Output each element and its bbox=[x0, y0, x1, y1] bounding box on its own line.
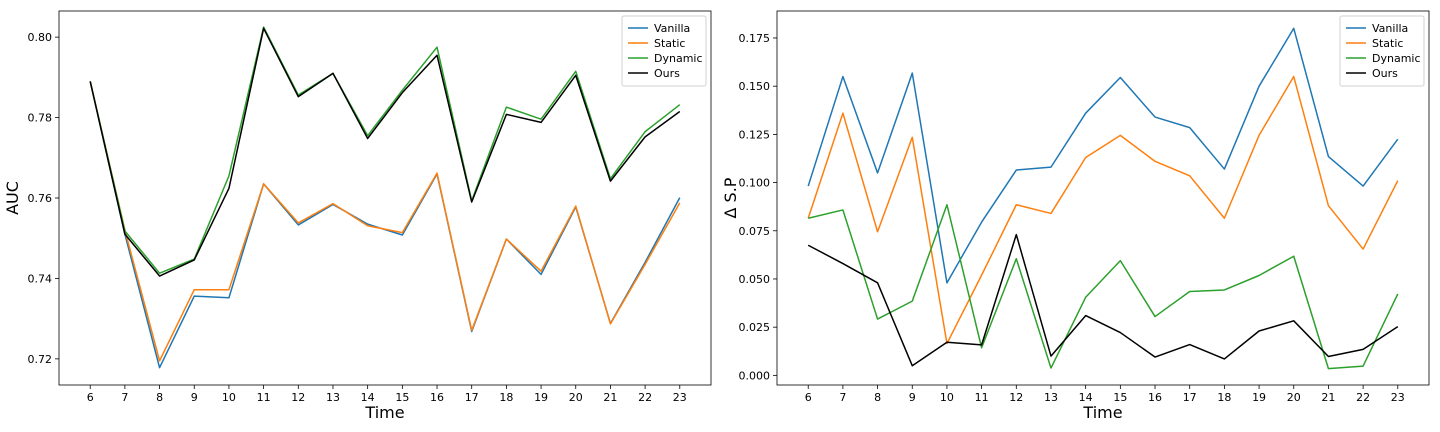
y-tick-label: 0.075 bbox=[739, 225, 771, 238]
y-tick-label: 0.125 bbox=[739, 128, 771, 141]
x-tick-label: 10 bbox=[940, 391, 954, 404]
y-tick-label: 0.000 bbox=[739, 369, 771, 382]
legend: Vanilla Static Dynamic Ours bbox=[621, 15, 707, 87]
x-axis-label: Time bbox=[1082, 403, 1122, 422]
y-tick-label: 0.175 bbox=[739, 32, 771, 45]
x-tick-label: 8 bbox=[156, 391, 163, 404]
x-tick-label: 13 bbox=[326, 391, 340, 404]
x-tick-label: 6 bbox=[805, 391, 812, 404]
chart-panel-2: 6 7 8 9 10 11 12 13 14 15 16 17 18 19 20 21 22 23 0.000 0.0… bbox=[721, 10, 1430, 422]
series-line-ours bbox=[807, 233, 1399, 367]
x-tick-label: 17 bbox=[465, 391, 479, 404]
x-tick-label: 12 bbox=[1009, 391, 1023, 404]
x-tick-label: 15 bbox=[1113, 391, 1127, 404]
legend-entry-vanilla: Vanilla bbox=[1372, 22, 1408, 35]
x-tick-label: 21 bbox=[603, 391, 617, 404]
x-tick-label: 11 bbox=[257, 391, 271, 404]
x-tick-label: 16 bbox=[1148, 391, 1162, 404]
x-axis-label: Time bbox=[364, 403, 404, 422]
y-axis-label: Δ S.P bbox=[721, 177, 740, 218]
x-tick-label: 7 bbox=[121, 391, 128, 404]
x-tick-label: 23 bbox=[673, 391, 687, 404]
legend-entry-dynamic: Dynamic bbox=[1372, 52, 1421, 65]
x-tick-label: 21 bbox=[1321, 391, 1335, 404]
x-tick-label: 22 bbox=[1356, 391, 1370, 404]
legend-entry-ours: Ours bbox=[654, 67, 680, 80]
x-tick-label: 20 bbox=[1287, 391, 1301, 404]
x-tick-label: 18 bbox=[499, 391, 513, 404]
y-tick-label: 0.025 bbox=[739, 321, 771, 334]
series-line-vanilla bbox=[807, 27, 1399, 284]
x-tick-label: 19 bbox=[534, 391, 548, 404]
x-tick-label: 20 bbox=[569, 391, 583, 404]
x-tick-label: 6 bbox=[87, 391, 94, 404]
x-tick-label: 17 bbox=[1183, 391, 1197, 404]
x-tick-label: 13 bbox=[1044, 391, 1058, 404]
series-line-static bbox=[89, 81, 681, 362]
y-axis-label: AUC bbox=[3, 181, 22, 215]
x-tick-label: 23 bbox=[1391, 391, 1405, 404]
x-tick-label: 18 bbox=[1217, 391, 1231, 404]
series-line-dynamic bbox=[808, 204, 1399, 370]
legend-entry-dynamic: Dynamic bbox=[654, 52, 703, 65]
x-tick-label: 16 bbox=[430, 391, 444, 404]
y-tick-label: 0.80 bbox=[28, 31, 53, 44]
legend-entry-ours: Ours bbox=[1372, 67, 1398, 80]
x-tick-label: 14 bbox=[361, 391, 375, 404]
x-tick-label: 8 bbox=[874, 391, 881, 404]
chart-panel-1: 6 7 8 9 10 11 12 13 14 15 16 17 18 19 20 21 22 23 0.72 0.74… bbox=[3, 10, 712, 422]
plot-frame bbox=[776, 10, 1430, 386]
y-tick-label: 0.72 bbox=[28, 353, 53, 366]
x-tick-label: 15 bbox=[395, 391, 409, 404]
x-tick-label: 12 bbox=[291, 391, 305, 404]
y-tick-label: 0.050 bbox=[739, 273, 771, 286]
y-tick-label: 0.100 bbox=[739, 177, 771, 190]
x-tick-label: 7 bbox=[839, 391, 846, 404]
series-line-ours bbox=[89, 27, 681, 277]
legend-box bbox=[1339, 15, 1425, 87]
y-tick-label: 0.78 bbox=[28, 112, 53, 125]
x-tick-label: 10 bbox=[222, 391, 236, 404]
series-line-dynamic bbox=[89, 26, 681, 274]
x-tick-label: 9 bbox=[909, 391, 916, 404]
legend-entry-static: Static bbox=[654, 37, 685, 50]
y-tick-label: 0.150 bbox=[739, 80, 771, 93]
y-tick-label: 0.76 bbox=[28, 192, 53, 205]
x-tick-label: 9 bbox=[191, 391, 198, 404]
y-tick-label: 0.74 bbox=[28, 272, 53, 285]
x-tick-label: 19 bbox=[1252, 391, 1266, 404]
legend-entry-static: Static bbox=[1372, 37, 1403, 50]
legend-entry-vanilla: Vanilla bbox=[654, 22, 690, 35]
x-tick-label: 22 bbox=[638, 391, 652, 404]
x-tick-label: 14 bbox=[1079, 391, 1093, 404]
x-tick-label: 11 bbox=[975, 391, 989, 404]
series-line-static bbox=[807, 75, 1399, 345]
plot-frame bbox=[58, 10, 712, 386]
legend-box bbox=[621, 15, 707, 87]
legend: Vanilla Static Dynamic Ours bbox=[1339, 15, 1425, 87]
